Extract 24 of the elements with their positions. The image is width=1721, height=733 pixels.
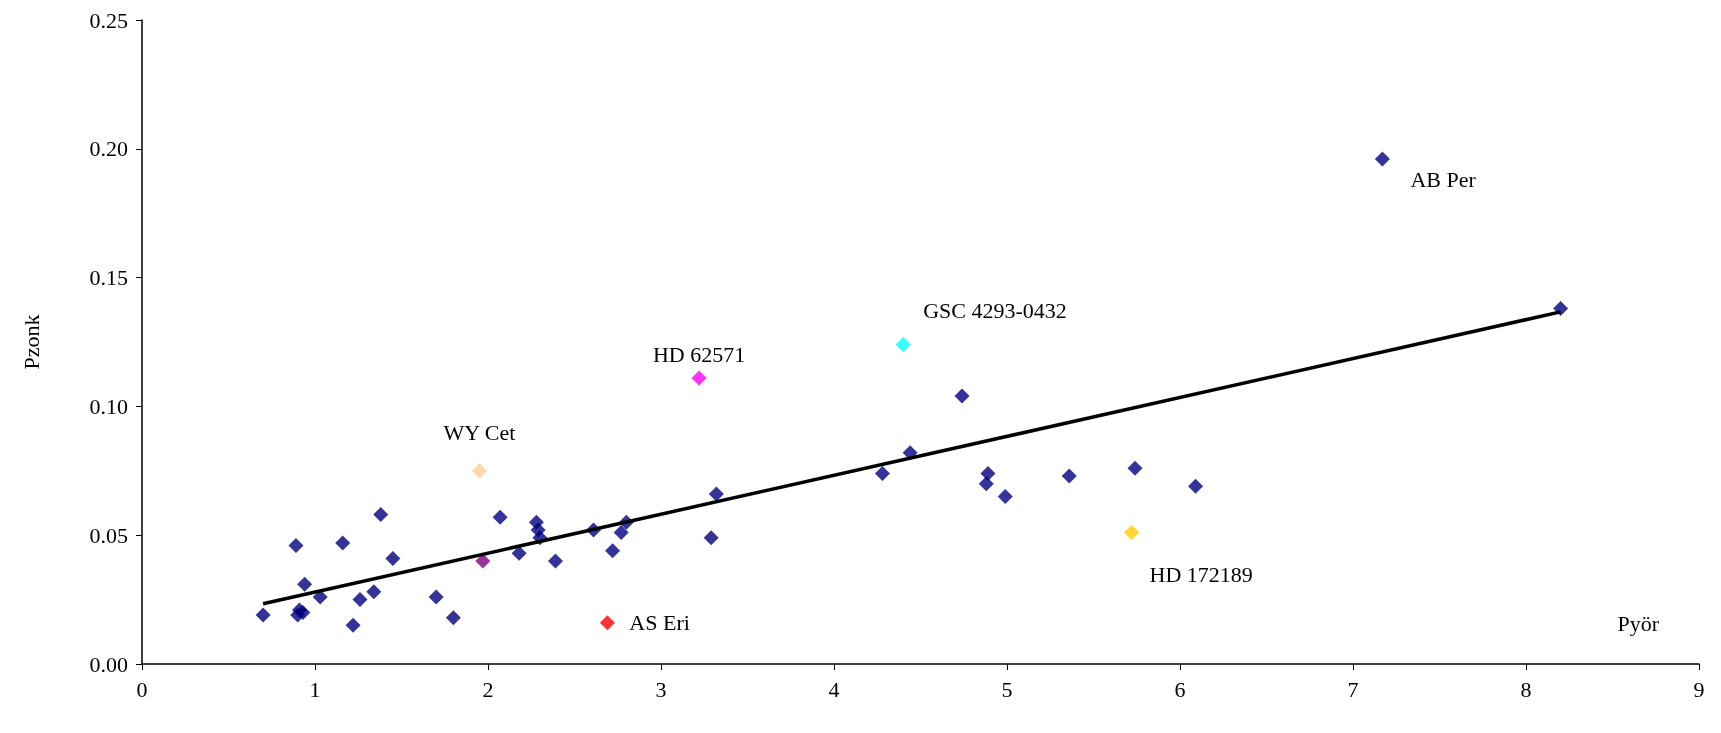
x-axis-title: Pyör <box>1617 610 1660 636</box>
x-tick-label: 7 <box>1347 676 1359 702</box>
x-tick-label: 5 <box>1001 676 1013 702</box>
x-tick-label: 0 <box>136 676 148 702</box>
x-tick-label: 6 <box>1174 676 1186 702</box>
x-tick-label: 3 <box>655 676 667 702</box>
annotation: AS Eri <box>629 610 690 636</box>
annotation: GSC 4293-0432 <box>923 298 1067 324</box>
x-tick-label: 2 <box>482 676 494 702</box>
y-axis-title: Pzonk <box>18 314 44 370</box>
y-tick-label: 0.00 <box>89 651 128 677</box>
x-tick-label: 1 <box>309 676 321 702</box>
annotation: HD 172189 <box>1149 562 1253 588</box>
y-tick-label: 0.15 <box>89 265 128 291</box>
x-tick-label: 8 <box>1520 676 1532 702</box>
y-tick-label: 0.25 <box>89 7 128 33</box>
y-tick-label: 0.05 <box>89 522 128 548</box>
x-tick-label: 9 <box>1693 676 1705 702</box>
annotation: AB Per <box>1410 166 1477 192</box>
x-tick-label: 4 <box>828 676 840 702</box>
annotation: HD 62571 <box>652 341 746 367</box>
y-tick-label: 0.20 <box>89 136 128 162</box>
y-tick-label: 0.10 <box>89 393 128 419</box>
annotation: WY Cet <box>443 420 516 446</box>
